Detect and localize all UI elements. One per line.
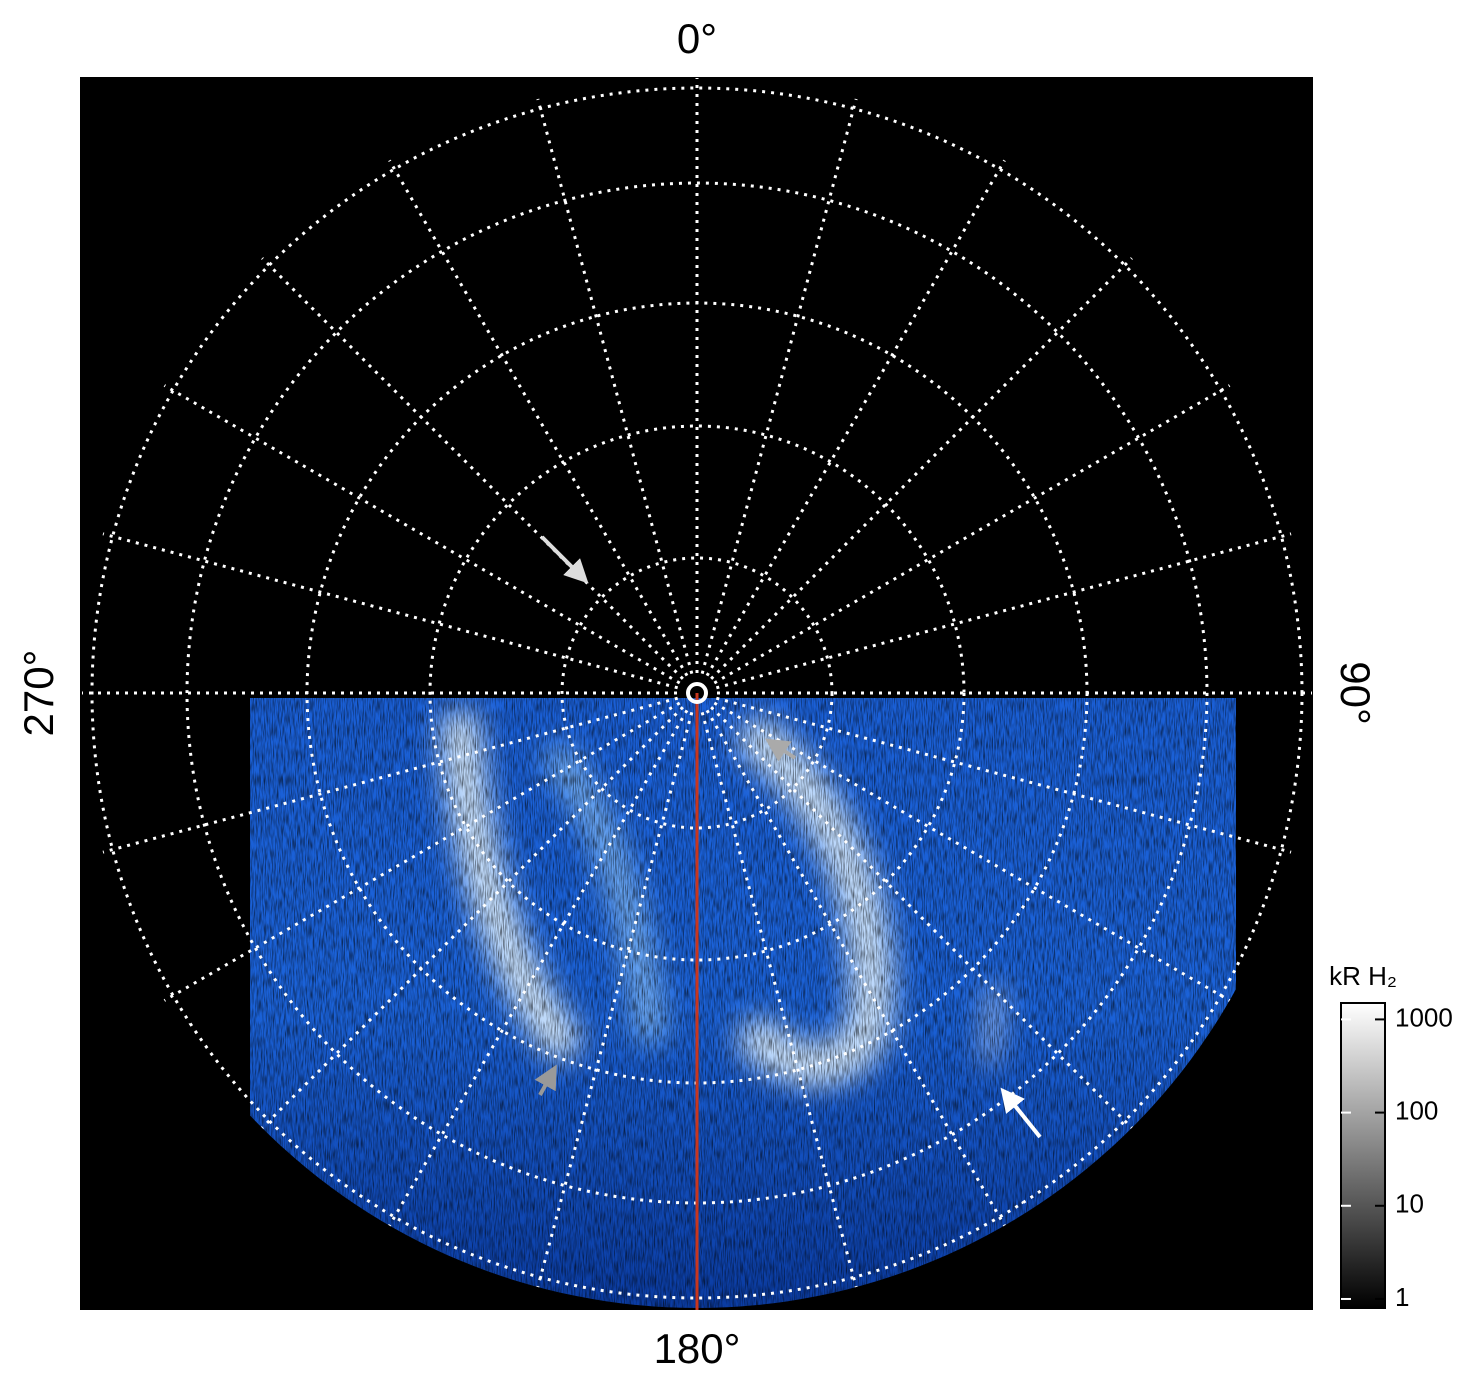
arrow	[534, 1064, 557, 1096]
colorbar-tick-label: 1	[1395, 1282, 1409, 1312]
angle-label: 270°	[15, 650, 62, 737]
colorbar-title: kR H₂	[1329, 961, 1397, 991]
latitude-circle	[428, 424, 966, 962]
meridian	[715, 696, 1292, 854]
arrow	[1000, 1087, 1042, 1139]
colorbar-tick-label: 100	[1395, 1095, 1438, 1125]
meridian	[536, 711, 694, 1288]
meridian	[536, 98, 694, 675]
meridian	[713, 701, 1231, 1002]
arrow	[540, 535, 589, 584]
meridian	[715, 532, 1292, 690]
meridian	[700, 711, 858, 1288]
angle-label: 0°	[677, 15, 717, 62]
colorbar	[1340, 1002, 1386, 1309]
meridian	[710, 257, 1133, 680]
graticule	[82, 78, 1312, 1308]
meridian	[705, 159, 1006, 677]
angle-label: 180°	[654, 1325, 741, 1372]
meridian	[705, 709, 1006, 1227]
meridian	[163, 384, 681, 685]
colorbar-tick-label: 1000	[1395, 1002, 1453, 1032]
meridian	[388, 709, 689, 1227]
meridian	[710, 706, 1133, 1129]
latitude-circle	[560, 556, 834, 830]
meridian	[102, 532, 679, 690]
meridian	[713, 384, 1231, 685]
colorbar-tick-label: 10	[1395, 1189, 1424, 1219]
meridian	[261, 706, 684, 1129]
arrow	[764, 738, 797, 762]
meridian	[700, 98, 858, 675]
meridian	[163, 701, 681, 1002]
meridian	[261, 257, 684, 680]
angle-label: 90°	[1332, 661, 1379, 725]
pole-marker	[686, 682, 708, 704]
meridian	[388, 159, 689, 677]
meridian	[102, 696, 679, 854]
